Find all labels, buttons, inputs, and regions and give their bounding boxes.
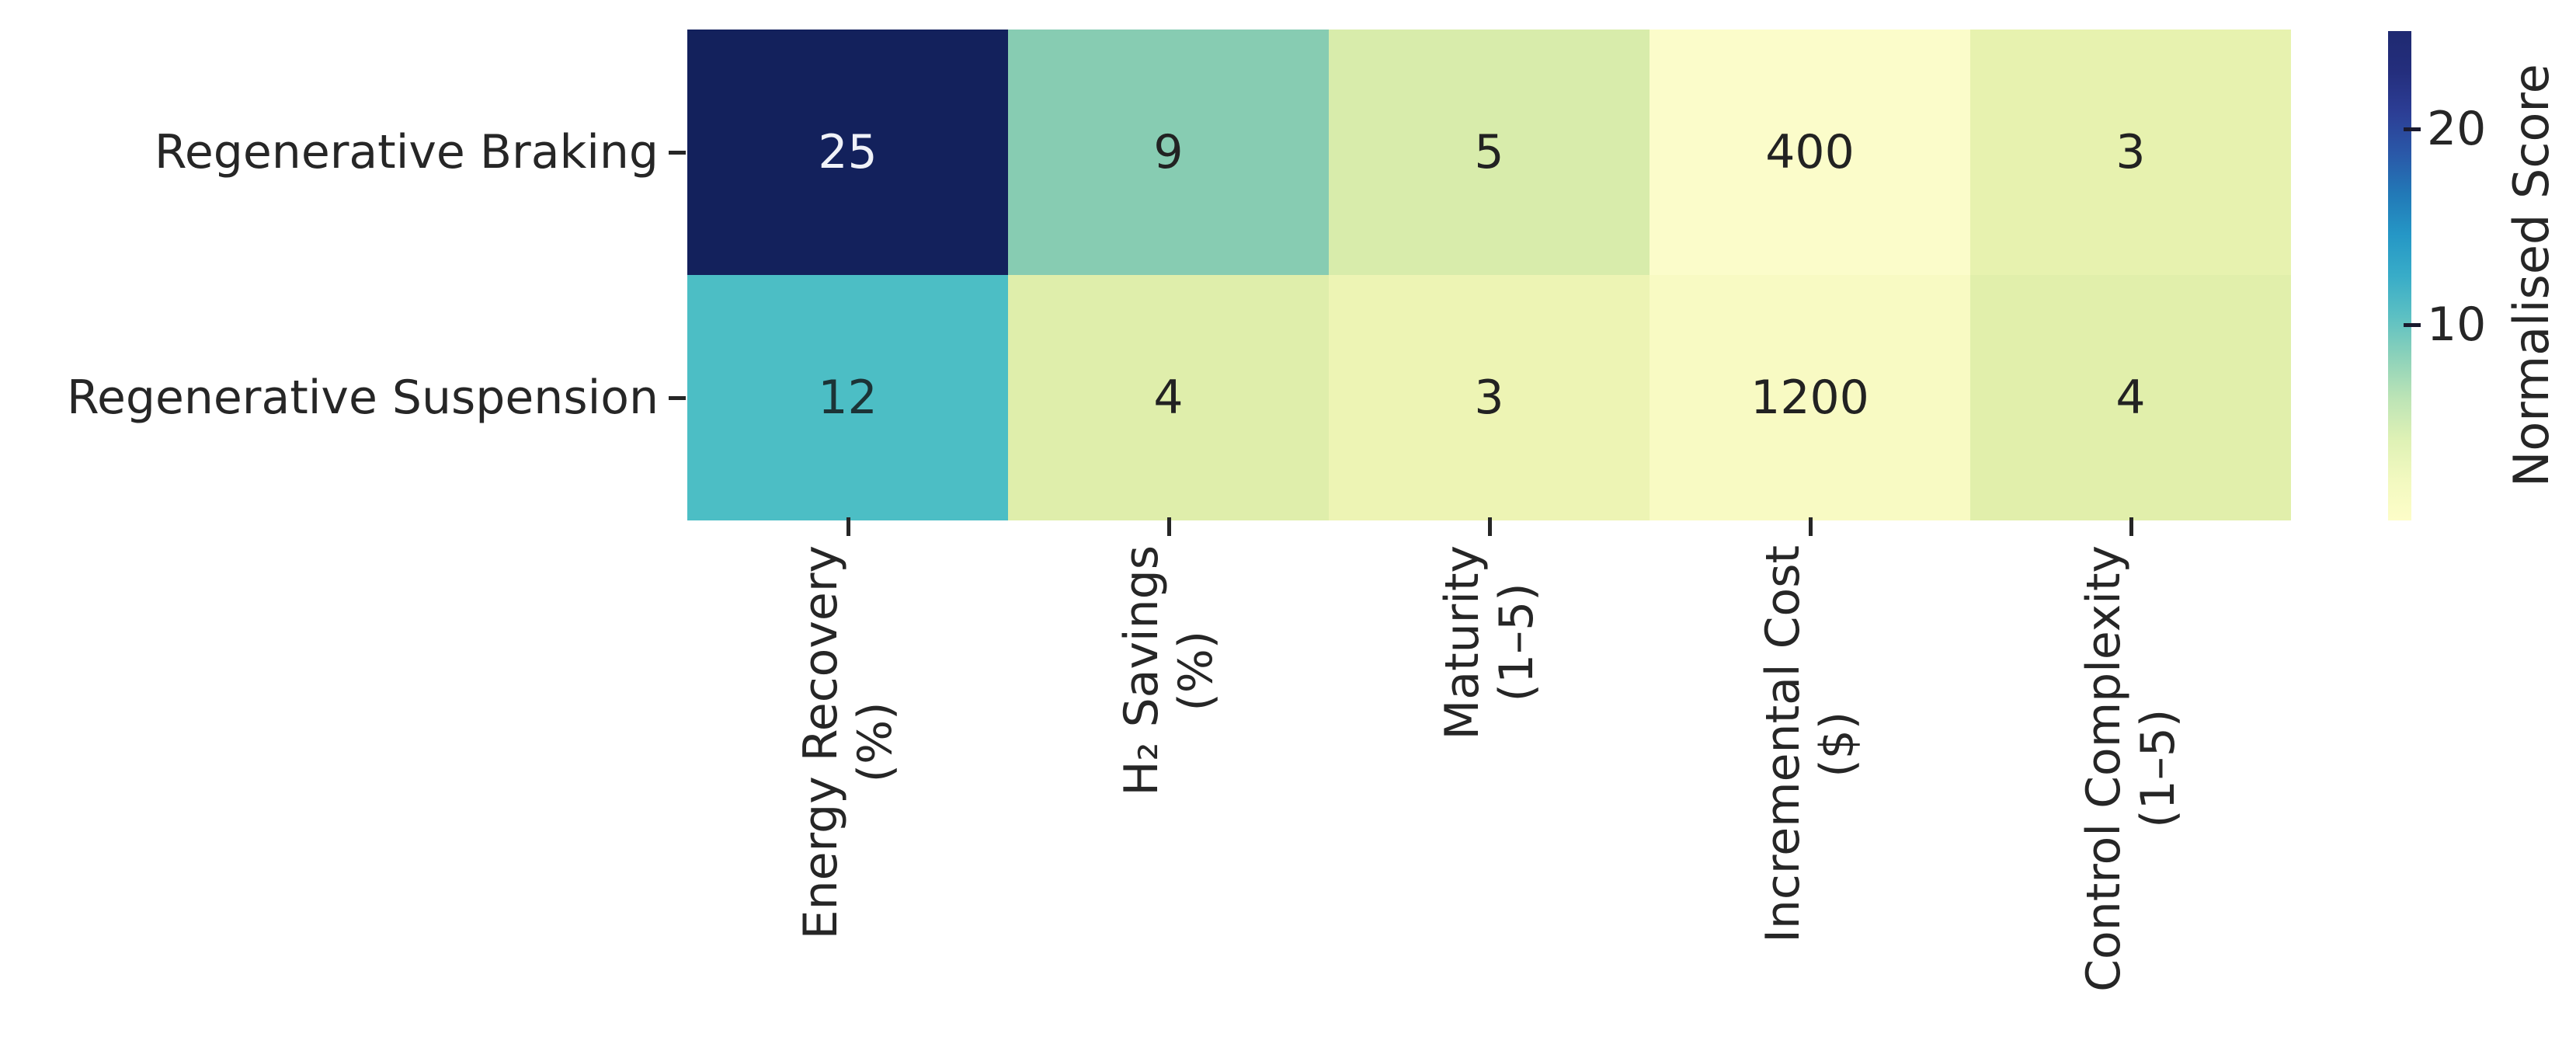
heatmap-grid: 25 9 5 400 3 12 4 3 1200 4 (687, 30, 2291, 520)
cell-value: 5 (1474, 125, 1504, 179)
y-tick-mark (669, 396, 686, 400)
heatmap-cell-r1-c0: 12 (687, 275, 1008, 520)
x-tick-mark (1808, 517, 1813, 536)
heatmap-cell-r1-c4: 4 (1970, 275, 2291, 520)
heatmap-cell-r1-c1: 4 (1008, 275, 1329, 520)
row-label: Regenerative Braking (154, 125, 659, 179)
colorbar-tick-mark (2404, 323, 2421, 327)
colorbar-tick-mark (2404, 127, 2421, 131)
colorbar-gradient (2388, 31, 2411, 520)
x-tick-mark (1487, 517, 1492, 536)
cell-value: 4 (2115, 371, 2146, 425)
cell-value: 1200 (1750, 371, 1869, 425)
heatmap-cell-r0-c0: 25 (687, 30, 1008, 275)
cell-value: 3 (1474, 371, 1504, 425)
colorbar-tick-label: 10 (2427, 298, 2487, 352)
column-label: Incremental Cost ($) (1755, 545, 1865, 943)
cell-value: 12 (818, 371, 878, 425)
x-tick-mark (846, 517, 850, 536)
heatmap-cell-r0-c2: 5 (1329, 30, 1650, 275)
x-tick-mark (2129, 517, 2133, 536)
heatmap-cell-r0-c3: 400 (1650, 30, 1970, 275)
heatmap-cell-r1-c3: 1200 (1650, 275, 1970, 520)
cell-value: 400 (1765, 125, 1855, 179)
colorbar-axis-label: Normalised Score (2503, 64, 2560, 488)
column-label: Maturity (1–5) (1434, 545, 1544, 740)
column-label: Energy Recovery (%) (793, 545, 902, 940)
heatmap-cell-r0-c1: 9 (1008, 30, 1329, 275)
x-tick-mark (1166, 517, 1171, 536)
column-label: H₂ Savings (%) (1114, 545, 1223, 796)
column-label: Control Complexity (1–5) (2076, 545, 2185, 992)
heatmap-cell-r1-c2: 3 (1329, 275, 1650, 520)
row-label: Regenerative Suspension (66, 371, 659, 425)
y-tick-mark (669, 151, 686, 155)
heatmap-cell-r0-c4: 3 (1970, 30, 2291, 275)
cell-value: 9 (1153, 125, 1184, 179)
cell-value: 25 (818, 125, 878, 179)
cell-value: 3 (2115, 125, 2146, 179)
cell-value: 4 (1153, 371, 1184, 425)
colorbar-tick-label: 20 (2427, 102, 2487, 156)
